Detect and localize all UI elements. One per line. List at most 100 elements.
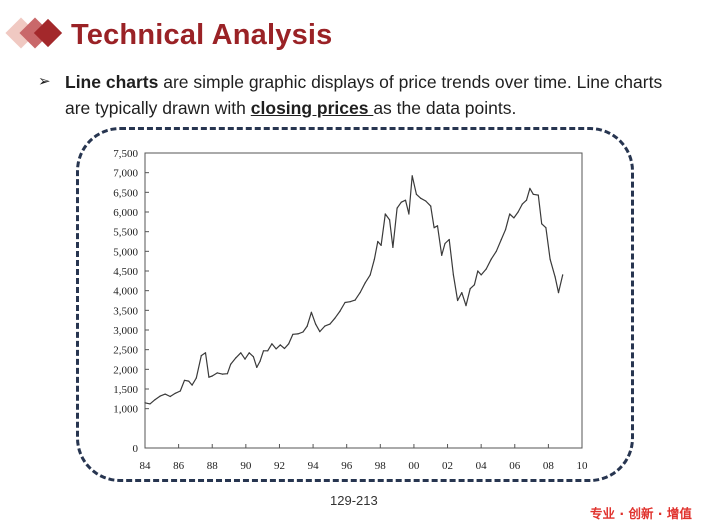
price-data-point — [465, 305, 467, 307]
price-data-point — [408, 213, 410, 215]
y-tick-label: 7,000 — [113, 168, 138, 180]
y-tick-label: 2,500 — [113, 345, 138, 357]
price-data-point — [461, 292, 463, 294]
price-data-point — [174, 392, 176, 394]
price-data-point — [469, 288, 471, 290]
y-tick-label: 1,000 — [113, 404, 138, 416]
price-data-point — [144, 402, 146, 404]
price-data-point — [191, 384, 193, 386]
price-data-point — [262, 350, 265, 352]
price-data-point — [252, 356, 254, 358]
price-data-point — [441, 254, 443, 256]
x-tick-label: 08 — [543, 460, 555, 472]
price-line — [144, 175, 564, 405]
price-data-point — [349, 301, 351, 303]
price-data-point — [377, 240, 379, 243]
y-tick-label: 7,500 — [113, 148, 138, 160]
chart-axes: 0 1,000 1,500 2,000 2,500 3,000 3,500 4,000 4,50… — [113, 148, 588, 472]
price-data-point — [457, 299, 459, 302]
price-data-point — [226, 373, 228, 375]
price-data-point — [319, 331, 321, 333]
price-data-point — [509, 213, 511, 215]
price-data-point — [430, 205, 432, 207]
price-data-point — [329, 323, 331, 325]
price-data-point — [221, 373, 223, 375]
x-tick-label: 88 — [207, 460, 219, 472]
price-data-point — [384, 213, 386, 215]
price-data-point — [267, 350, 269, 352]
price-data-point — [521, 203, 523, 205]
y-tick-label: 5,000 — [113, 246, 138, 258]
slide-title: Technical Analysis — [71, 19, 333, 51]
price-data-point — [562, 274, 564, 276]
x-tick-label: 06 — [509, 460, 521, 472]
x-tick-label: 02 — [442, 460, 453, 472]
price-data-point — [297, 333, 299, 335]
price-data-point — [369, 274, 371, 276]
price-data-point — [183, 379, 186, 381]
price-data-point — [288, 343, 290, 345]
price-data-point — [373, 258, 375, 260]
price-data-point — [310, 311, 312, 313]
price-data-point — [433, 227, 435, 229]
x-tick-label: 10 — [577, 460, 589, 472]
price-data-point — [211, 375, 213, 377]
bullet-point: ➢ Line charts are simple graphic display… — [38, 69, 688, 121]
chart-series — [144, 175, 564, 405]
price-data-point — [240, 352, 242, 354]
price-data-point — [200, 355, 202, 357]
y-tick-label: 0 — [133, 443, 139, 455]
y-tick-label: 4,000 — [113, 286, 138, 298]
bullet-text: Line charts are simple graphic displays … — [38, 69, 688, 121]
price-data-point — [359, 292, 361, 294]
price-data-point — [195, 377, 197, 379]
y-tick-label: 2,000 — [113, 364, 138, 376]
price-data-point — [513, 217, 515, 219]
price-data-point — [537, 194, 539, 196]
price-data-point — [149, 403, 151, 405]
price-data-point — [306, 325, 308, 327]
y-tick-label: 6,500 — [113, 187, 138, 199]
price-data-point — [235, 357, 237, 359]
price-data-point — [344, 301, 346, 304]
price-data-point — [525, 199, 528, 201]
bullet-text-part-2: as the data points. — [373, 98, 517, 118]
y-tick-label: 6,000 — [113, 207, 138, 219]
x-tick-label: 00 — [408, 460, 420, 472]
price-data-point — [292, 333, 294, 335]
price-data-point — [315, 323, 317, 325]
price-data-point — [545, 227, 547, 229]
price-data-point — [392, 246, 394, 248]
y-tick-label: 5,500 — [113, 227, 138, 239]
price-data-point — [159, 395, 161, 397]
price-data-point — [420, 197, 422, 199]
bullet-text-part-1: are simple graphic displays of price tre… — [65, 72, 663, 118]
price-data-point — [216, 372, 218, 374]
x-tick-label: 98 — [375, 460, 387, 472]
y-tick-label: 3,000 — [113, 325, 138, 337]
price-data-point — [404, 199, 407, 201]
price-data-point — [248, 352, 250, 354]
price-data-point — [415, 193, 417, 195]
price-data-point — [436, 225, 439, 227]
price-data-point — [188, 380, 190, 382]
price-data-point — [554, 276, 556, 278]
price-data-point — [256, 366, 258, 368]
price-data-point — [396, 207, 398, 209]
x-tick-label: 90 — [240, 460, 252, 472]
price-data-point — [517, 211, 519, 213]
slogan: 专业 · 创新 · 增值 — [590, 506, 692, 521]
page-number: 129-213 — [330, 493, 378, 508]
price-data-point — [271, 343, 273, 345]
price-data-point — [425, 200, 427, 202]
x-tick-label: 86 — [173, 460, 185, 472]
price-data-point — [259, 360, 261, 362]
price-data-point — [444, 242, 446, 245]
price-data-point — [364, 282, 366, 284]
price-data-point — [490, 258, 492, 260]
price-data-point — [485, 268, 487, 270]
price-data-point — [549, 258, 551, 260]
price-data-point — [204, 352, 207, 354]
price-data-point — [504, 229, 507, 231]
price-data-point — [557, 292, 560, 294]
